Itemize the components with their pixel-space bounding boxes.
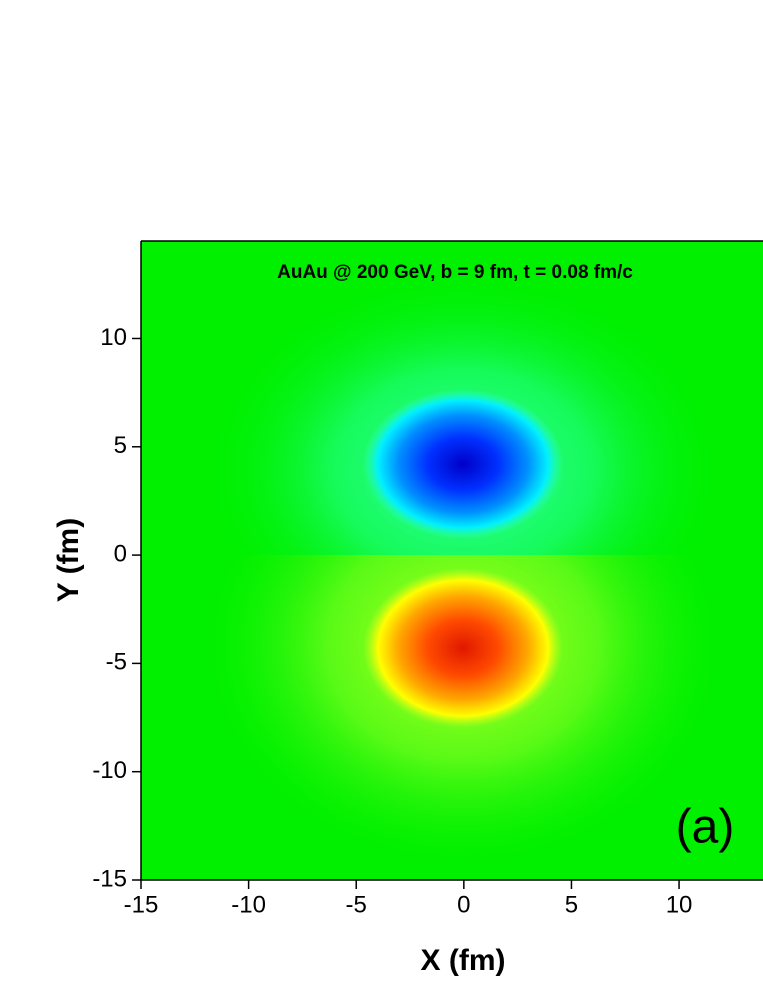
x-tick-label: 5: [565, 891, 578, 918]
field-core: [363, 568, 563, 728]
y-tick-label: 5: [114, 432, 127, 459]
x-tick-label: -10: [231, 891, 266, 918]
y-tick-label: -15: [92, 865, 127, 892]
x-axis-title: X (fm): [421, 944, 506, 977]
y-tick-label: -5: [106, 649, 127, 676]
x-tick-label: 0: [457, 891, 470, 918]
field: [193, 270, 733, 875]
y-tick-label: 0: [114, 540, 127, 567]
y-tick-label: -10: [92, 757, 127, 784]
y-tick-label: 10: [100, 324, 127, 351]
field-core: [363, 389, 563, 539]
x-tick-label: -15: [124, 891, 159, 918]
x-tick-label: 10: [666, 891, 693, 918]
chart-title: AuAu @ 200 GeV, b = 9 fm, t = 0.08 fm/c: [277, 262, 633, 283]
y-axis-title: Y (fm): [52, 518, 85, 602]
x-tick-label: -5: [346, 891, 367, 918]
panel-label: (a): [676, 801, 735, 854]
